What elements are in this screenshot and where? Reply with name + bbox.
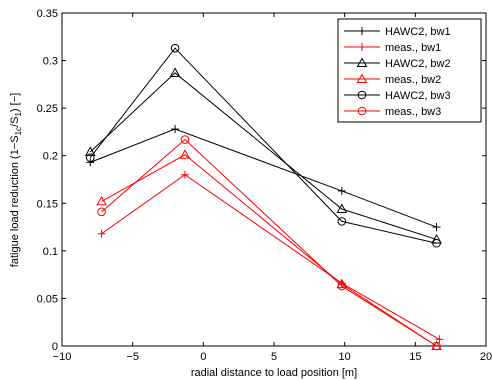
y-axis-label-mid: /S	[9, 117, 21, 127]
data-point	[432, 341, 441, 351]
data-point	[170, 43, 180, 53]
data-point	[432, 238, 441, 248]
legend-label: meas., bw1	[385, 42, 441, 54]
data-point	[96, 195, 107, 206]
legend-marker	[358, 43, 366, 51]
legend-item: HAWC2, bw1	[344, 26, 451, 38]
series-line	[90, 128, 437, 228]
x-tick-label: 0	[200, 351, 206, 363]
y-tick-label: 0.15	[37, 198, 58, 210]
x-tick-label: 10	[339, 351, 351, 363]
series-layer	[84, 43, 444, 351]
data-point	[337, 281, 347, 291]
legend-item: HAWC2, bw3	[344, 90, 451, 102]
legend-item: meas., bw2	[344, 73, 441, 86]
series-1	[86, 125, 441, 232]
legend-label: meas., bw2	[385, 74, 441, 86]
data-point	[435, 335, 444, 344]
series-5	[85, 43, 441, 248]
series-line	[89, 47, 437, 244]
x-axis-label: radial distance to load position [m]	[191, 367, 357, 379]
series-line	[89, 72, 437, 240]
x-tick-label: 20	[480, 351, 492, 363]
y-tick-label: 0.2	[43, 151, 58, 163]
y-tick-label: 0.25	[37, 103, 58, 115]
legend-marker	[358, 27, 366, 35]
x-tick-label: −5	[126, 351, 139, 363]
data-point	[169, 67, 181, 77]
y-axis-label-sub2: 1	[14, 112, 23, 117]
data-point	[337, 217, 347, 226]
legend-marker	[357, 90, 367, 100]
data-point	[336, 203, 348, 213]
y-axis-label-sub1: 1c	[14, 127, 23, 135]
x-tick-label: 5	[271, 351, 277, 363]
legend-marker	[357, 106, 367, 116]
legend-box	[337, 18, 482, 123]
y-tick-label: 0	[52, 341, 58, 353]
legend-items: HAWC2, bw1 meas., bw1 HAWC2, bw2 meas., bw2…	[344, 26, 451, 118]
legend: HAWC2, bw1 meas., bw1 HAWC2, bw2 meas., bw2…	[337, 18, 482, 123]
x-tick-label: 15	[409, 351, 421, 363]
data-point	[180, 170, 189, 179]
data-point	[86, 158, 95, 167]
y-tick-label: 0.05	[37, 293, 58, 305]
data-point	[85, 153, 95, 162]
y-tick-label: 0.35	[37, 8, 58, 20]
legend-item: meas., bw3	[344, 106, 441, 118]
data-point	[97, 229, 106, 238]
data-point	[171, 125, 180, 134]
data-point	[84, 146, 96, 156]
series-line	[101, 174, 440, 340]
y-tick-label: 0.1	[43, 246, 58, 258]
legend-marker	[356, 57, 368, 67]
data-point	[179, 149, 191, 159]
legend-label: meas., bw3	[385, 106, 441, 118]
series-line	[101, 154, 437, 347]
data-point	[97, 207, 106, 217]
y-axis-label-main: fatigue load reduction (1−S	[9, 135, 21, 267]
series-6	[97, 135, 441, 351]
data-point	[432, 223, 441, 232]
legend-item: HAWC2, bw2	[344, 57, 451, 70]
data-point	[180, 135, 190, 144]
y-tick-label: 0.3	[43, 56, 58, 68]
ticks-layer: −10 −5 0 5 10 15 20 0 0.05 0.1 0.15 0.2 0.25 0.3 0.35	[37, 8, 492, 363]
legend-label: HAWC2, bw1	[385, 26, 451, 38]
y-axis-label-end: ) [−]	[9, 93, 21, 112]
x-tick-label: −10	[53, 351, 72, 363]
legend-item: meas., bw1	[344, 42, 441, 54]
series-line	[101, 138, 437, 347]
data-point	[337, 186, 346, 195]
legend-label: HAWC2, bw3	[385, 90, 451, 102]
legend-label: HAWC2, bw2	[385, 58, 451, 70]
legend-marker	[356, 73, 368, 83]
y-axis-label: fatigue load reduction (1−S1c/S1) [−]	[9, 93, 23, 267]
